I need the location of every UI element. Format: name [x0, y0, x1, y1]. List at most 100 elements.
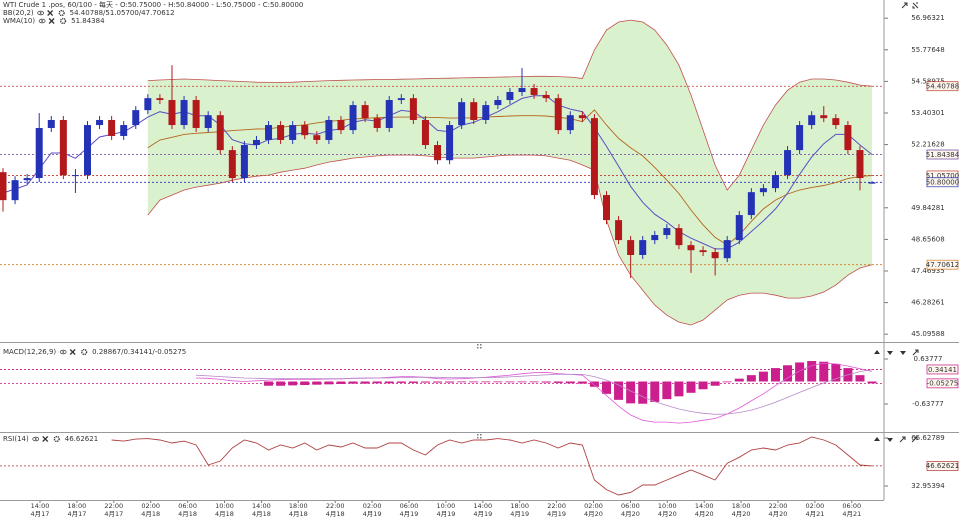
candle-body [494, 100, 502, 106]
resize-handle[interactable] [477, 434, 482, 439]
candle-body [675, 228, 683, 246]
macd-bar [336, 381, 346, 384]
macd-bar [770, 368, 780, 382]
candle-body [313, 135, 321, 140]
candle-body [566, 115, 574, 131]
x-tick-label: 14:00 [31, 502, 50, 510]
x-date-label: 4月20 [658, 510, 677, 518]
x-date-label: 4月17 [104, 510, 123, 518]
candle-body [216, 115, 224, 151]
expand-button[interactable] [899, 349, 919, 443]
x-tick-label: 18:00 [732, 502, 751, 510]
legend-name: RSI(14) [3, 435, 29, 443]
macd-bar [746, 375, 756, 382]
candle-body [796, 125, 804, 151]
x-date-label: 4月20 [621, 510, 640, 518]
y-tick-label: 55.77648 [911, 46, 944, 54]
signal-line [196, 369, 873, 415]
candle-body [59, 119, 67, 176]
legend-icons[interactable] [59, 348, 88, 356]
legend-icons[interactable] [37, 9, 65, 17]
x-tick-label: 02:00 [363, 502, 382, 510]
candle-body [784, 150, 792, 176]
macd-bar [505, 381, 515, 383]
candle-body [120, 125, 128, 136]
close-icon [48, 18, 55, 24]
y-tick-label: 47.46935 [911, 267, 944, 275]
legend-value: 46.62621 [65, 435, 98, 443]
candle-body [277, 125, 285, 140]
macd-bar [312, 381, 322, 385]
panel-buttons[interactable] [874, 350, 906, 442]
candle-body [373, 118, 381, 128]
x-date-label: 4月18 [252, 510, 271, 518]
candle-body [699, 250, 707, 253]
candle-body [361, 105, 369, 119]
y-tick-label: 52.21628 [911, 141, 944, 149]
price-tag [926, 259, 959, 270]
macd-bar [698, 381, 708, 390]
x-tick-label: 14:00 [252, 502, 271, 510]
candle-body [458, 102, 466, 126]
candle-body [506, 92, 514, 101]
price-tag [926, 177, 959, 188]
macd-line [196, 362, 873, 424]
y-tick-label: 45.09588 [911, 330, 944, 338]
legend-icons[interactable] [32, 435, 60, 443]
macd-bar [469, 381, 479, 383]
x-date-label: 4月21 [805, 510, 824, 518]
macd-bar [638, 381, 648, 404]
macd-bar [565, 381, 575, 384]
candle-body [252, 139, 260, 146]
candle-body [421, 119, 429, 146]
macd-bar [420, 381, 430, 383]
candle-body [663, 228, 671, 236]
candle-body [868, 182, 876, 184]
x-tick-label: 22:00 [326, 502, 345, 510]
close-icon [47, 10, 54, 16]
candle-body [325, 119, 333, 140]
macd-bar [481, 381, 491, 383]
candle-body [615, 220, 623, 241]
x-tick-label: 10:00 [437, 502, 456, 510]
macd-bar [758, 371, 768, 382]
y-tick-label: 53.40301 [911, 109, 944, 117]
x-date-label: 4月18 [326, 510, 345, 518]
macd-bar [408, 381, 418, 383]
legend-name: WMA(10) [3, 17, 35, 25]
candle-body [156, 98, 164, 101]
macd-bar [831, 363, 841, 382]
x-tick-label: 10:00 [215, 502, 234, 510]
x-tick-label: 02:00 [141, 502, 160, 510]
candle-body [83, 125, 91, 176]
y-tick-label: 56.96321 [911, 14, 944, 22]
candle-body [542, 94, 550, 99]
y-tick-label: 49.84281 [911, 204, 944, 212]
candle-body [627, 240, 635, 255]
x-tick-label: 22:00 [769, 502, 788, 510]
legend-icons[interactable] [38, 17, 67, 25]
macd-bar [276, 381, 286, 386]
candle-body [168, 100, 176, 126]
resize-handle[interactable] [477, 344, 482, 349]
candle-body [180, 100, 188, 126]
x-date-label: 4月19 [400, 510, 419, 518]
y-tick-label: 32.95394 [911, 482, 945, 490]
macd-bar [396, 381, 406, 383]
candle-body [265, 125, 273, 140]
expand-button[interactable] [901, 2, 919, 9]
macd-bar [384, 381, 394, 384]
candle-body [446, 125, 454, 161]
legend-value: 51.84384 [71, 17, 105, 25]
eye-icon [59, 349, 67, 355]
x-date-label: 4月21 [842, 510, 861, 518]
y-tick-label: 48.65608 [911, 235, 944, 243]
macd-bar [602, 381, 611, 394]
candle-body [240, 145, 248, 179]
macd-bar [517, 381, 527, 383]
macd-bar [433, 381, 443, 383]
macd-bar [734, 378, 744, 382]
candle-body [409, 98, 417, 120]
y-tick-label: 0.63777 [914, 355, 943, 363]
